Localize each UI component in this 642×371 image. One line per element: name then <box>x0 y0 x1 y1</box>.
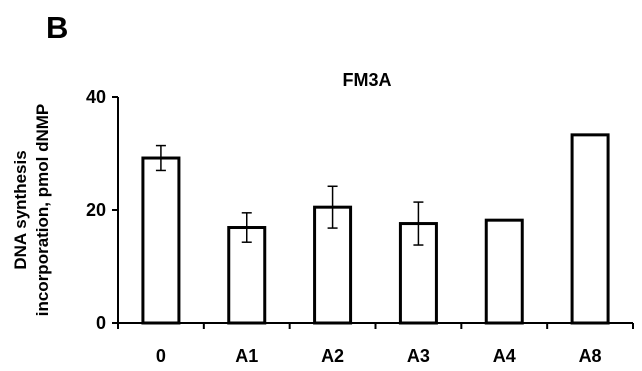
x-tick-label-A3: A3 <box>407 346 430 366</box>
x-tick-label-0: 0 <box>156 346 166 366</box>
y-tick-label: 40 <box>86 87 106 107</box>
chart-title: FM3A <box>343 70 392 90</box>
bar-A4 <box>484 218 524 325</box>
x-tick-label-A1: A1 <box>235 346 258 366</box>
bar-A8 <box>570 133 610 325</box>
x-tick-label-A8: A8 <box>579 346 602 366</box>
y-axis-label-line-2: incorporation, pmol dNMP <box>33 104 52 317</box>
plot-area: 0 20 40 0 A1 A2 A3 A4 A8 <box>86 87 634 366</box>
x-tick-label-A2: A2 <box>321 346 344 366</box>
y-tick-label: 20 <box>86 200 106 220</box>
panel-letter: B <box>46 10 69 45</box>
y-axis-label: DNA synthesis incorporation, pmol dNMP <box>11 104 52 317</box>
bar-0 <box>141 156 181 325</box>
y-axis-label-line-1: DNA synthesis <box>11 150 30 269</box>
y-tick-label: 0 <box>96 313 106 333</box>
x-tick-label-A4: A4 <box>493 346 516 366</box>
